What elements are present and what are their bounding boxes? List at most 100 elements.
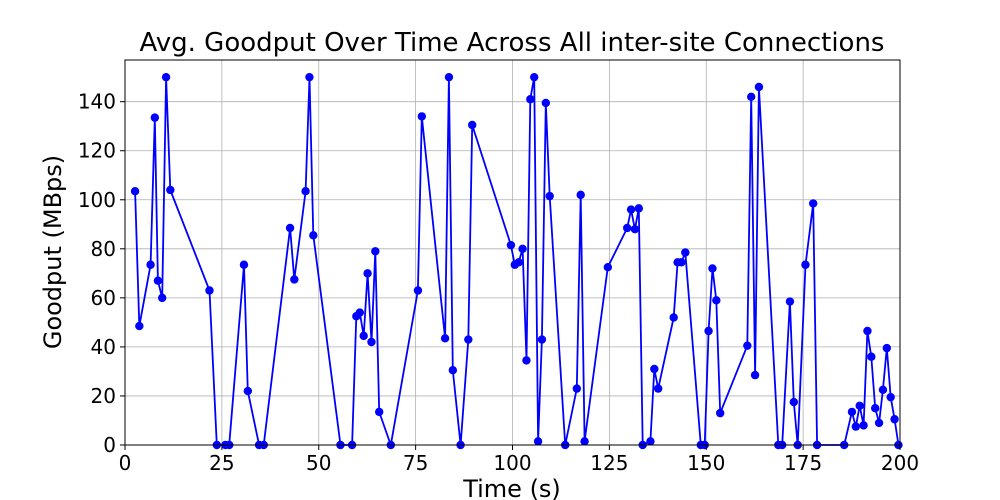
data-point [305, 72, 314, 82]
data-point [545, 191, 554, 201]
data-point [863, 326, 872, 336]
data-point [855, 401, 864, 410]
data-point [301, 186, 310, 196]
data-point [677, 258, 686, 267]
data-point [871, 404, 880, 413]
data-point [867, 352, 876, 361]
data-point [205, 286, 214, 295]
data-point [886, 392, 895, 402]
data-point [878, 385, 888, 395]
x-tick-label: 125 [590, 451, 628, 475]
data-point [150, 113, 160, 122]
y-tick-label: 40 [91, 335, 116, 359]
data-point [355, 308, 365, 317]
data-point [712, 296, 721, 305]
y-tick-label: 0 [103, 433, 116, 457]
data-point [847, 407, 857, 417]
data-point [153, 276, 163, 285]
data-point [440, 334, 450, 343]
y-tick-label: 140 [78, 90, 116, 114]
data-point [576, 190, 585, 200]
x-tick-label: 200 [881, 451, 919, 475]
data-point [367, 337, 376, 347]
data-point [572, 384, 582, 393]
data-point [444, 72, 454, 82]
data-point [801, 260, 810, 269]
data-point [522, 356, 531, 365]
x-axis-title: Time (s) [462, 475, 561, 500]
data-point [750, 370, 760, 380]
x-tick-label: 0 [119, 451, 132, 475]
data-point [603, 263, 613, 272]
data-point [290, 275, 299, 284]
data-point [708, 264, 717, 273]
y-tick-label: 20 [91, 384, 116, 408]
axis-ticks: 0 25 50 75 100 125 150 175 200 0 20 40 60 80 100 120 140 [78, 90, 919, 475]
x-tick-label: 25 [209, 451, 234, 475]
data-point [537, 335, 547, 344]
data-series [130, 72, 903, 450]
data-point [506, 240, 516, 250]
data-point [371, 247, 380, 256]
data-point [541, 98, 551, 108]
data-point [146, 260, 155, 269]
data-point [634, 204, 644, 213]
data-point [626, 205, 636, 214]
x-tick-label: 150 [687, 451, 725, 475]
data-point [851, 422, 861, 431]
y-tick-label: 120 [78, 139, 116, 163]
data-point [375, 407, 384, 417]
chart-title: Avg. Goodput Over Time Across All inter-… [140, 28, 885, 58]
data-point [669, 313, 678, 322]
y-tick-label: 60 [91, 286, 116, 310]
data-point [890, 415, 899, 424]
data-point [135, 321, 144, 331]
data-point [363, 269, 372, 278]
data-point [518, 244, 527, 254]
data-point [285, 223, 295, 233]
data-point [166, 185, 175, 195]
y-axis-title: Goodput (MBps) [39, 155, 67, 349]
data-point [243, 386, 253, 396]
data-point [359, 331, 368, 341]
data-point [130, 186, 140, 196]
data-point [580, 437, 589, 446]
data-point [533, 437, 543, 446]
data-point [859, 421, 868, 430]
data-point [413, 286, 423, 295]
data-point [704, 326, 713, 336]
y-tick-label: 100 [78, 188, 116, 212]
data-point [161, 72, 171, 82]
data-point [646, 437, 655, 446]
x-tick-label: 100 [493, 451, 531, 475]
data-point [448, 366, 458, 375]
data-point [785, 297, 795, 306]
data-point [882, 343, 892, 353]
data-point [417, 112, 427, 121]
data-point [747, 92, 756, 101]
data-point [716, 408, 725, 418]
data-point [630, 225, 640, 234]
data-point [650, 364, 659, 374]
data-point [530, 72, 539, 82]
x-tick-label: 75 [403, 451, 428, 475]
data-point [239, 260, 249, 269]
data-point [809, 199, 818, 208]
data-point [681, 248, 690, 257]
data-point [743, 341, 752, 350]
data-point [874, 418, 884, 428]
data-point [158, 293, 167, 303]
data-point [623, 223, 632, 233]
data-point [654, 384, 663, 393]
data-point [789, 397, 799, 407]
data-point [468, 120, 477, 130]
data-point [309, 231, 318, 240]
data-point [464, 335, 473, 344]
y-tick-label: 80 [91, 237, 116, 261]
data-point [754, 82, 764, 92]
x-tick-label: 50 [306, 451, 331, 475]
data-point [514, 258, 523, 267]
x-tick-label: 175 [784, 451, 822, 475]
